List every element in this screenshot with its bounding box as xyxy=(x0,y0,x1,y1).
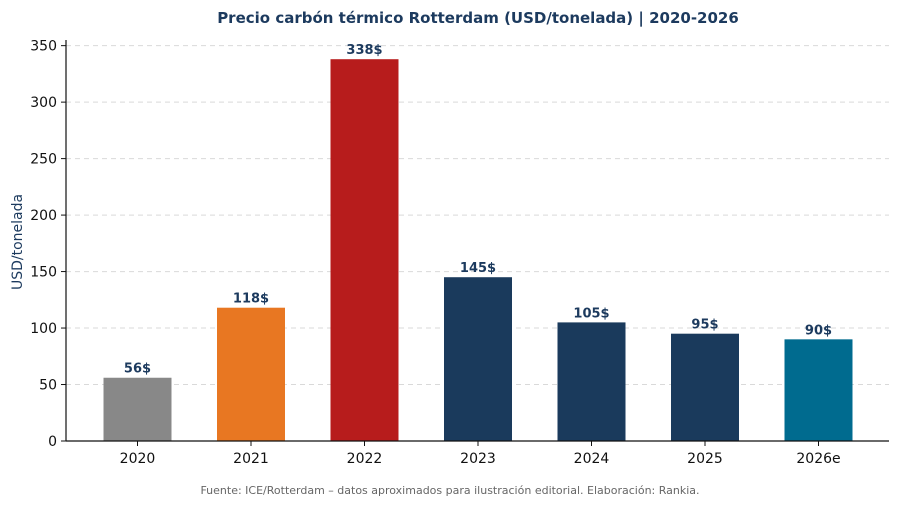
y-axis-title: USD/tonelada xyxy=(10,194,26,290)
x-tick-label-2024: 2024 xyxy=(574,451,610,467)
bar-2023 xyxy=(444,277,512,441)
bar-2024 xyxy=(557,322,626,441)
x-tick-label-2023: 2023 xyxy=(460,451,496,467)
bars xyxy=(103,59,853,441)
data-label-2023: 145$ xyxy=(460,261,496,276)
data-label-2026e: 90$ xyxy=(805,323,832,338)
y-tick-label: 100 xyxy=(30,321,57,337)
data-label-2025: 95$ xyxy=(691,318,718,333)
bar-2021 xyxy=(217,307,285,441)
bar-2022 xyxy=(330,59,399,441)
y-tick-label: 250 xyxy=(30,152,57,168)
y-tick-label: 50 xyxy=(39,378,57,394)
x-tick-label-2022: 2022 xyxy=(347,451,383,467)
grid-lines xyxy=(66,45,889,386)
y-tick-label: 150 xyxy=(30,265,57,281)
x-tick-label-2025: 2025 xyxy=(687,451,723,467)
data-label-2024: 105$ xyxy=(573,306,609,321)
bar-2026e xyxy=(784,339,853,441)
axes: 0 50 100 150 200 250 300 350 2020 2021 2022 2023 202… xyxy=(30,39,889,467)
bar-2020 xyxy=(103,377,172,441)
y-tick-label: 300 xyxy=(30,95,57,111)
x-tick-label-2021: 2021 xyxy=(233,451,269,467)
bar-2025 xyxy=(671,333,739,441)
y-tick-label: 350 xyxy=(30,39,57,55)
chart-title: Precio carbón térmico Rotterdam (USD/ton… xyxy=(217,9,739,28)
data-label-2021: 118$ xyxy=(233,292,269,307)
x-tick-label-2020: 2020 xyxy=(120,451,156,467)
y-tick-label: 0 xyxy=(48,434,57,450)
x-tick-label-2026e: 2026e xyxy=(796,451,840,467)
source-note: Fuente: ICE/Rotterdam – datos aproximado… xyxy=(200,484,699,497)
data-label-2020: 56$ xyxy=(124,362,151,377)
data-labels: 56$ 118$ 338$ 145$ 105$ 95$ 90$ xyxy=(124,43,832,377)
y-tick-label: 200 xyxy=(30,208,57,224)
data-label-2022: 338$ xyxy=(346,43,382,58)
